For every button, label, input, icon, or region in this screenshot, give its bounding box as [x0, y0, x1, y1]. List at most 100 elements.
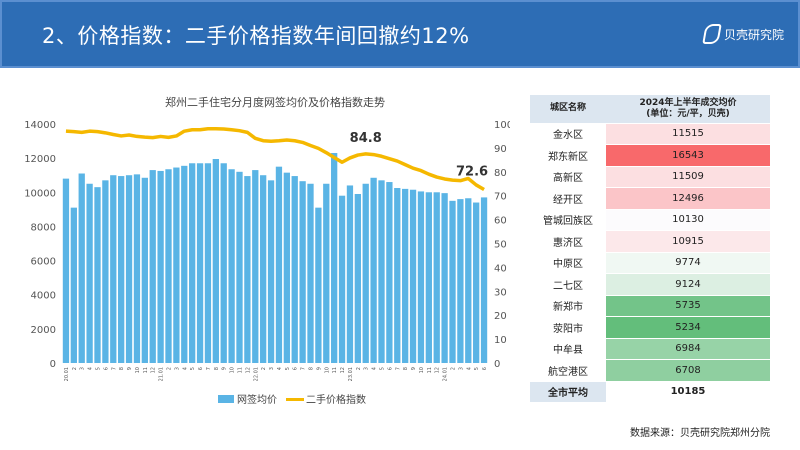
- bar: [189, 163, 196, 363]
- bar: [441, 193, 448, 363]
- x-tick: 10: [135, 367, 141, 373]
- x-tick: 11: [143, 367, 149, 373]
- bar: [165, 169, 172, 363]
- bar: [252, 170, 259, 363]
- table-row: 惠济区 10915: [530, 230, 770, 253]
- bar: [110, 175, 117, 363]
- table-row: 金水区 11515: [530, 123, 770, 145]
- table-row: 二七区 9124: [530, 273, 770, 296]
- bar: [473, 202, 480, 363]
- bar: [267, 180, 275, 363]
- bar: [433, 192, 440, 363]
- y-left-tick: 14000: [24, 120, 56, 131]
- header-price: 2024年上半年成交均价 (单位：元/平，贝壳): [606, 95, 770, 124]
- table-row: 高新区 11509: [530, 166, 770, 188]
- bar: [94, 187, 101, 363]
- bar: [362, 183, 369, 363]
- x-tick: 11: [332, 367, 338, 373]
- district-name: 新郑市: [530, 295, 606, 317]
- table-header: 城区名称 2024年上半年成交均价 (单位：元/平，贝壳): [530, 95, 770, 124]
- legend-bar-label: 网签均价: [237, 393, 277, 406]
- index-line: [65, 127, 485, 192]
- table-row: 中原区 9774: [530, 252, 770, 274]
- x-tick: 10: [230, 367, 236, 373]
- x-tick: 5: [380, 367, 386, 370]
- x-tick: 4: [466, 367, 472, 370]
- y-left-tick: 8000: [31, 222, 56, 233]
- bar: [275, 166, 283, 363]
- x-tick: 12: [245, 367, 251, 373]
- bar: [417, 191, 425, 363]
- legend-bar-swatch: [218, 395, 234, 403]
- y-right-tick: 50: [494, 240, 507, 251]
- district-name: 中牟县: [530, 338, 606, 360]
- district-price: 9774: [606, 252, 770, 274]
- district-name: 二七区: [530, 273, 606, 296]
- district-name: 经开区: [530, 187, 606, 210]
- bar: [220, 163, 227, 363]
- bar: [70, 207, 77, 363]
- bar: [133, 174, 141, 363]
- y-left-tick: 10000: [24, 188, 56, 199]
- logo: 贝壳研究院: [702, 24, 784, 44]
- district-name: 郑东新区: [530, 144, 606, 167]
- price-chart: 郑州二手住宅分月度网签均价及价格指数走势02000400060008000100…: [24, 95, 510, 406]
- bar: [62, 178, 70, 363]
- district-name: 金水区: [530, 123, 606, 145]
- district-price: 10915: [606, 230, 770, 253]
- x-tick: 3: [174, 367, 180, 370]
- bar: [141, 177, 148, 363]
- bar: [149, 170, 156, 363]
- y-left-tick: 6000: [31, 257, 56, 268]
- table-row: 管城回族区 10130: [530, 209, 770, 231]
- bar: [354, 193, 361, 363]
- bar: [86, 183, 93, 363]
- table-row: 荥阳市 5234: [530, 316, 770, 339]
- header-banner: 2、价格指数：二手价格指数年间回撤约12% 贝壳研究院: [0, 0, 800, 68]
- bar: [323, 183, 330, 363]
- bar: [118, 176, 125, 363]
- bar: [244, 176, 251, 363]
- y-left-tick: 0: [50, 359, 56, 370]
- x-tick: 2: [451, 367, 457, 370]
- x-tick: 10: [324, 367, 330, 373]
- legend-line-label: 二手价格指数: [306, 393, 366, 406]
- bar: [125, 175, 133, 363]
- x-tick: 9: [316, 367, 322, 370]
- y-right-tick: 80: [494, 168, 507, 179]
- x-tick: 5: [96, 367, 102, 370]
- y-right-tick: 90: [494, 144, 507, 155]
- table-row: 航空港区 6708: [530, 359, 770, 382]
- bar: [409, 189, 417, 363]
- x-tick: 20.01: [64, 367, 70, 381]
- bar: [315, 207, 322, 363]
- chart-title: 郑州二手住宅分月度网签均价及价格指数走势: [165, 95, 385, 109]
- bar: [370, 177, 377, 363]
- x-tick: 8: [119, 367, 125, 370]
- x-tick: 3: [458, 367, 464, 370]
- bar: [204, 163, 212, 363]
- x-tick: 21.01: [159, 367, 165, 381]
- bar: [236, 171, 243, 363]
- bar: [346, 185, 354, 363]
- x-tick: 9: [222, 367, 228, 370]
- district-name: 管城回族区: [530, 209, 606, 231]
- x-tick: 7: [111, 367, 117, 370]
- y-left-tick: 2000: [31, 325, 56, 336]
- x-tick: 3: [269, 367, 275, 370]
- x-tick: 5: [474, 367, 480, 370]
- x-tick: 22.01: [253, 367, 259, 381]
- bar: [338, 195, 346, 363]
- x-tick: 3: [364, 367, 370, 370]
- x-tick: 6: [198, 367, 204, 370]
- legend-line-swatch: [286, 398, 304, 401]
- x-tick: 24.01: [443, 367, 449, 381]
- bar: [402, 188, 409, 363]
- x-tick: 6: [387, 367, 393, 370]
- bar: [196, 163, 204, 363]
- x-tick: 11: [427, 367, 433, 373]
- x-tick: 2: [261, 367, 267, 370]
- district-price: 16543: [606, 144, 770, 167]
- x-tick: 12: [151, 367, 157, 373]
- x-tick: 8: [309, 367, 315, 370]
